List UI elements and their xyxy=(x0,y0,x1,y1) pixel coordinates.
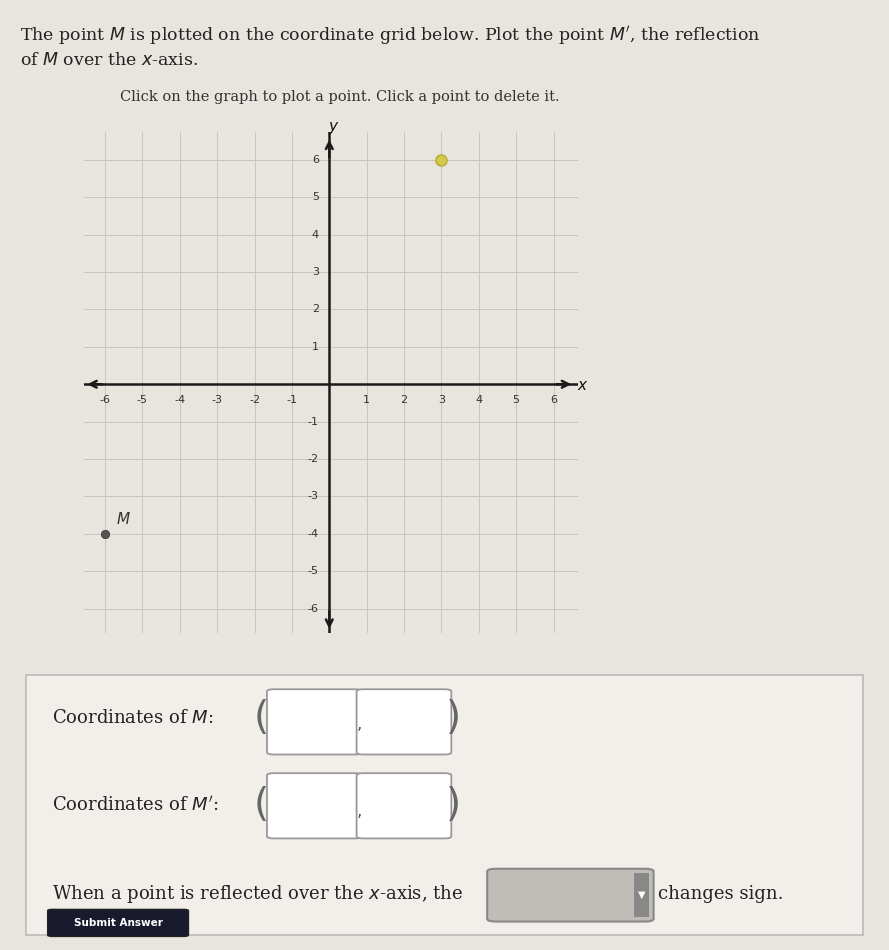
Text: 6: 6 xyxy=(550,394,557,405)
FancyBboxPatch shape xyxy=(487,868,653,922)
Text: Click on the graph to plot a point. Click a point to delete it.: Click on the graph to plot a point. Clic… xyxy=(120,90,560,104)
Text: 6: 6 xyxy=(312,155,319,165)
FancyBboxPatch shape xyxy=(356,773,452,839)
Text: 4: 4 xyxy=(476,394,483,405)
Text: ,: , xyxy=(356,802,362,820)
Text: (: ( xyxy=(253,699,268,737)
Text: 1: 1 xyxy=(312,342,319,352)
Text: 3: 3 xyxy=(438,394,444,405)
Text: of $M$ over the $x$-axis.: of $M$ over the $x$-axis. xyxy=(20,52,197,69)
Text: Submit Answer: Submit Answer xyxy=(74,918,163,928)
FancyBboxPatch shape xyxy=(27,675,862,935)
Text: 1: 1 xyxy=(364,394,370,405)
Text: (: ( xyxy=(253,787,268,824)
Text: -4: -4 xyxy=(174,394,185,405)
Text: -1: -1 xyxy=(308,417,319,427)
FancyBboxPatch shape xyxy=(267,773,362,839)
Text: changes sign.: changes sign. xyxy=(658,885,783,903)
Text: 4: 4 xyxy=(312,230,319,239)
Text: $M$: $M$ xyxy=(116,511,131,527)
Text: ,: , xyxy=(356,715,362,732)
Text: 2: 2 xyxy=(400,394,407,405)
Text: Coordinates of $M$:: Coordinates of $M$: xyxy=(52,710,213,728)
Text: 5: 5 xyxy=(312,192,319,202)
Text: -1: -1 xyxy=(286,394,298,405)
Text: -2: -2 xyxy=(308,454,319,464)
Text: -3: -3 xyxy=(308,491,319,502)
Text: $y$: $y$ xyxy=(328,120,340,136)
FancyBboxPatch shape xyxy=(267,690,362,754)
Text: -6: -6 xyxy=(308,603,319,614)
Text: 2: 2 xyxy=(312,305,319,314)
Text: -5: -5 xyxy=(308,566,319,576)
Text: $x$: $x$ xyxy=(577,378,589,393)
Text: ▼: ▼ xyxy=(638,890,645,900)
Text: 5: 5 xyxy=(513,394,520,405)
FancyBboxPatch shape xyxy=(634,873,649,918)
Text: -4: -4 xyxy=(308,529,319,539)
Text: -3: -3 xyxy=(212,394,222,405)
Text: The point $M$ is plotted on the coordinate grid below. Plot the point $M'$, the : The point $M$ is plotted on the coordina… xyxy=(20,24,760,47)
Text: Coordinates of $M'$:: Coordinates of $M'$: xyxy=(52,796,219,815)
Text: -5: -5 xyxy=(137,394,148,405)
Text: -2: -2 xyxy=(249,394,260,405)
Text: ): ) xyxy=(445,787,461,824)
Text: ): ) xyxy=(445,699,461,737)
Text: When a point is reflected over the $x$-axis, the: When a point is reflected over the $x$-a… xyxy=(52,884,463,905)
Text: -6: -6 xyxy=(100,394,110,405)
Text: 3: 3 xyxy=(312,267,319,277)
FancyBboxPatch shape xyxy=(356,690,452,754)
FancyBboxPatch shape xyxy=(48,909,188,937)
